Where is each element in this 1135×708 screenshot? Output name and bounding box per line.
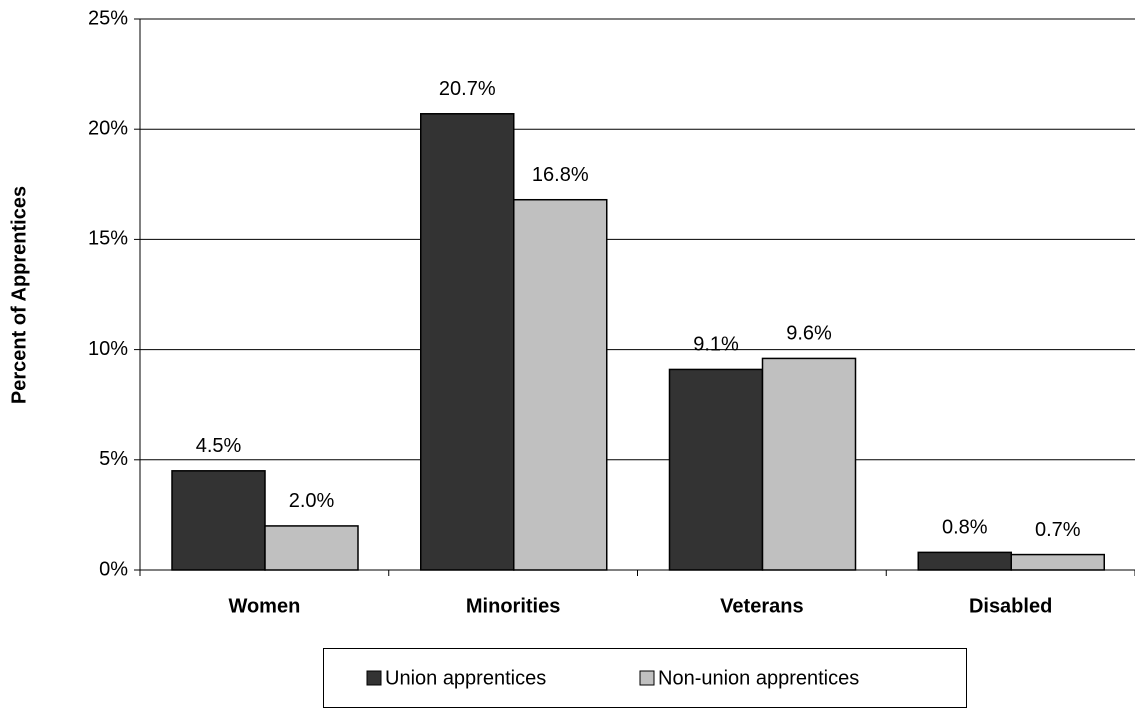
bar — [171, 470, 266, 571]
value-label: 20.7% — [439, 78, 496, 100]
value-label: 9.1% — [693, 334, 739, 356]
y-tick-label: 20% — [88, 117, 128, 139]
legend-label: Union apprentices — [385, 667, 546, 689]
value-label: 2.0% — [289, 490, 335, 512]
bar — [668, 368, 764, 571]
value-label: 4.5% — [196, 435, 242, 457]
legend-swatch — [639, 670, 655, 686]
y-tick-label: 25% — [88, 7, 128, 29]
bar — [264, 525, 359, 571]
bar — [420, 113, 515, 571]
value-label: 0.8% — [942, 517, 988, 539]
y-tick-label: 5% — [99, 448, 128, 470]
x-tick-label: Minorities — [466, 595, 560, 617]
bar — [513, 198, 608, 571]
legend-swatch — [366, 670, 382, 686]
legend-label: Non-union apprentices — [658, 667, 859, 689]
x-tick-label: Veterans — [720, 595, 803, 617]
x-tick-label: Women — [228, 595, 300, 617]
y-tick-label: 0% — [99, 558, 128, 580]
bar — [761, 357, 857, 571]
y-tick-label: 15% — [88, 228, 128, 250]
bar — [1010, 553, 1105, 571]
value-label: 9.6% — [786, 323, 832, 345]
value-label: 0.7% — [1035, 519, 1081, 541]
y-tick-label: 10% — [88, 338, 128, 360]
bar — [917, 551, 1012, 571]
y-axis-label: Percent of Apprentices — [8, 186, 30, 404]
x-tick-label: Disabled — [969, 595, 1052, 617]
value-label: 16.8% — [532, 164, 589, 186]
